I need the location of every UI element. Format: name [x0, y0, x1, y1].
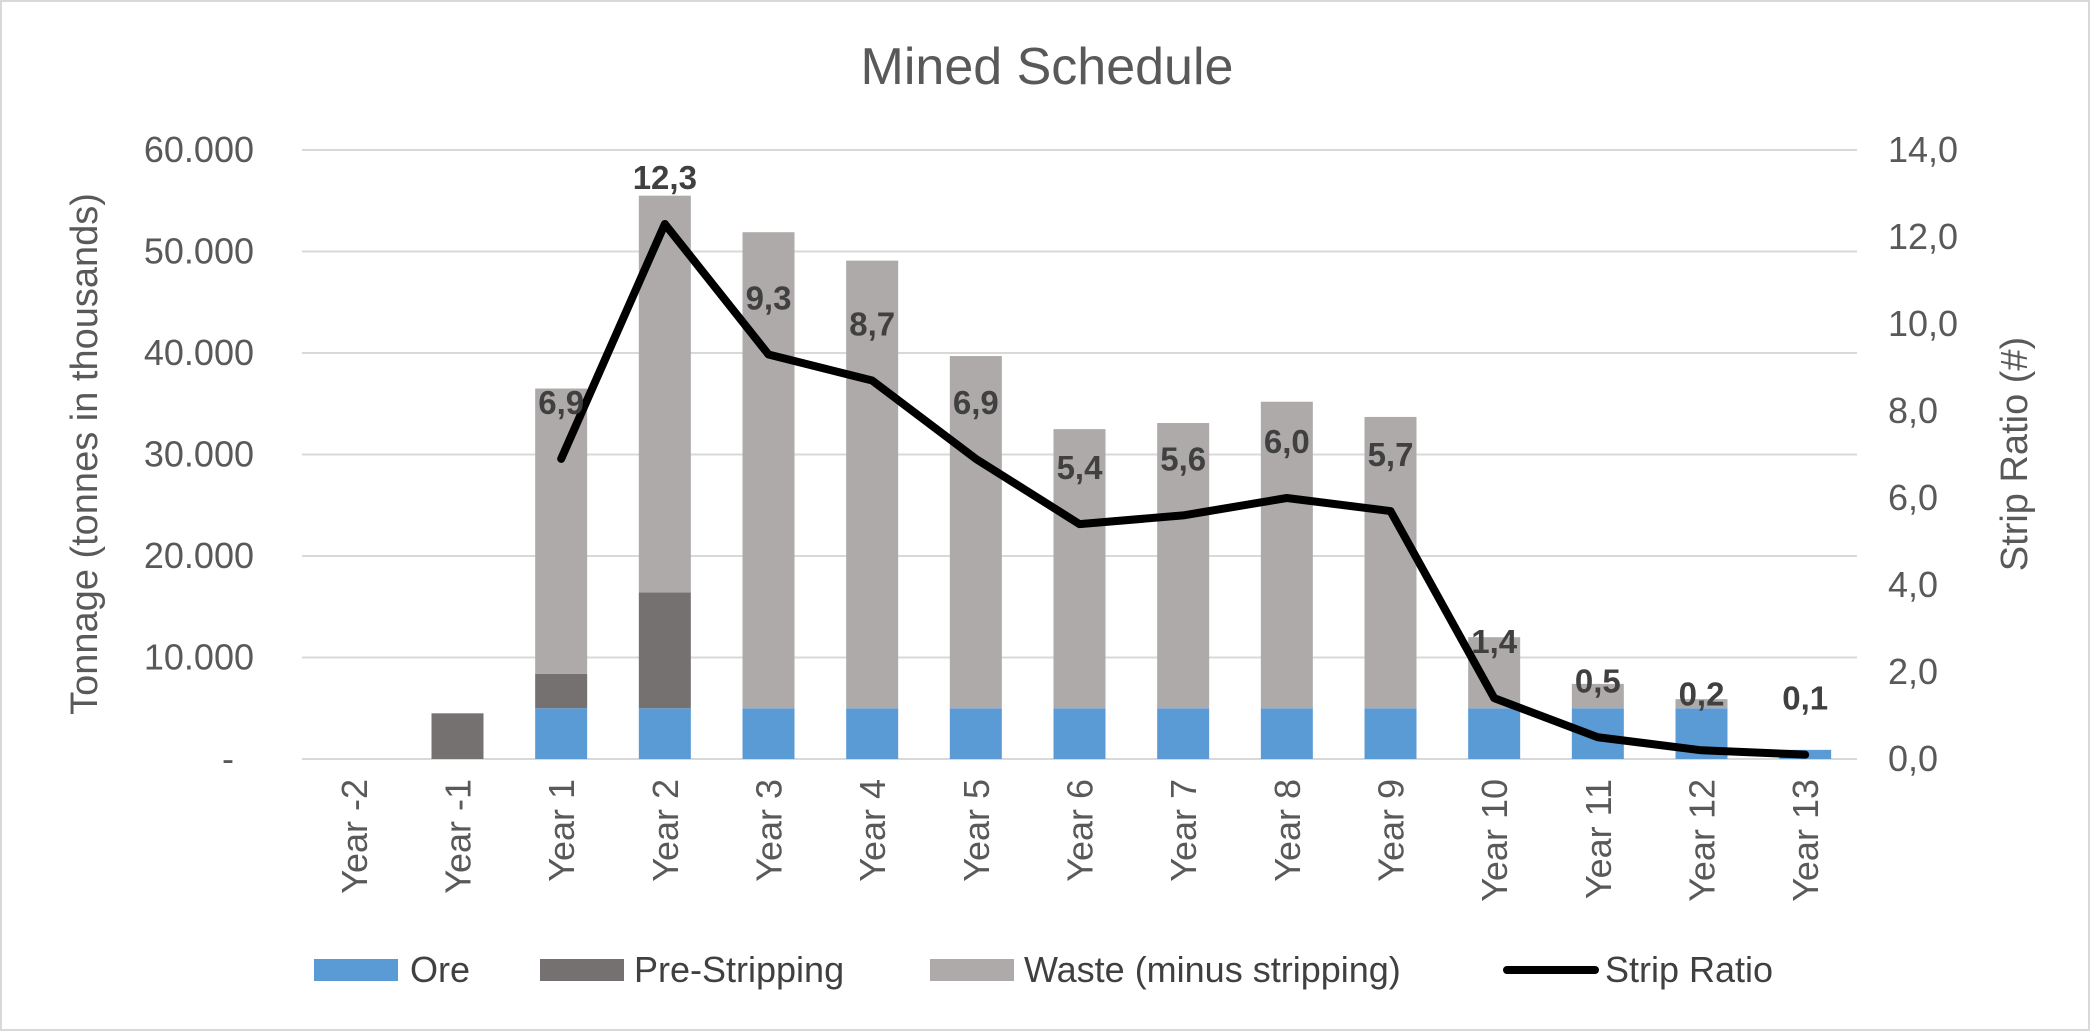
- bar-ore: [1053, 708, 1106, 759]
- x-tick-label: Year 7: [1163, 779, 1204, 882]
- x-tick-label: Year 5: [956, 779, 997, 882]
- bar-waste-minus-stripping: [1675, 699, 1728, 709]
- y2-axis-title: Strip Ratio (#): [1994, 337, 2036, 571]
- bar-waste-minus-stripping: [638, 195, 691, 593]
- bar-waste-minus-stripping: [1157, 423, 1210, 709]
- y2-tick-label: 4,0: [1888, 564, 1938, 605]
- y2-tick-label: 10,0: [1888, 303, 1958, 344]
- x-tick-label: Year 9: [1371, 779, 1412, 882]
- bar-pre-stripping: [638, 592, 691, 709]
- bar-waste-minus-stripping: [1053, 429, 1106, 709]
- bar-ore: [1364, 708, 1417, 759]
- strip-ratio-label: 9,3: [746, 279, 792, 316]
- y-tick-label: 20.000: [144, 535, 254, 576]
- strip-ratio-label: 12,3: [633, 159, 697, 196]
- y-tick-label: 60.000: [144, 129, 254, 170]
- bar-ore: [1260, 708, 1313, 759]
- strip-ratio-label: 0,2: [1679, 675, 1725, 712]
- bar-pre-stripping: [535, 673, 588, 709]
- y-tick-label: -: [222, 738, 234, 779]
- y2-tick-label: 2,0: [1888, 651, 1938, 692]
- bar-ore: [1468, 708, 1521, 759]
- legend-swatch-pre-stripping: [540, 959, 624, 981]
- x-tick-label: Year -1: [438, 779, 479, 894]
- bar-waste-minus-stripping: [949, 356, 1002, 709]
- y2-tick-label: 6,0: [1888, 477, 1938, 518]
- bar-waste-minus-stripping: [535, 388, 588, 674]
- y2-tick-label: 12,0: [1888, 216, 1958, 257]
- strip-ratio-label: 5,7: [1368, 436, 1414, 473]
- x-tick-label: Year 2: [645, 779, 686, 882]
- bar-ore: [742, 708, 795, 759]
- strip-ratio-label: 1,4: [1471, 623, 1518, 660]
- x-tick-label: Year 10: [1474, 779, 1515, 902]
- strip-ratio-label: 8,7: [849, 306, 895, 343]
- legend-label-strip-ratio: Strip Ratio: [1605, 949, 1773, 990]
- legend-label-waste-minus-stripping: Waste (minus stripping): [1024, 949, 1401, 990]
- y-tick-label: 10.000: [144, 637, 254, 678]
- legend: Ore Pre-Stripping Waste (minus stripping) S…: [314, 949, 1773, 990]
- legend-swatch-waste-minus-stripping: [930, 959, 1014, 981]
- x-tick-label: Year 13: [1785, 779, 1826, 902]
- y2-tick-label: 0,0: [1888, 738, 1938, 779]
- x-tick-label: Year 12: [1682, 779, 1723, 902]
- y-axis-title: Tonnage (tonnes in thousands): [64, 193, 106, 715]
- x-tick-label: Year 4: [852, 779, 893, 882]
- bar-ore: [949, 708, 1002, 759]
- bar-ore: [535, 708, 588, 759]
- strip-ratio-label: 5,4: [1057, 449, 1104, 486]
- bar-ore: [1157, 708, 1210, 759]
- y-tick-label: 50.000: [144, 231, 254, 272]
- x-tick-label: Year 1: [541, 779, 582, 882]
- y2-tick-label: 14,0: [1888, 129, 1958, 170]
- x-tick-label: Year 8: [1267, 779, 1308, 882]
- bar-series: [431, 195, 1832, 759]
- strip-ratio-polyline: [557, 219, 1810, 759]
- strip-ratio-label: 6,9: [953, 384, 999, 421]
- x-tick-label: Year 6: [1060, 779, 1101, 882]
- strip-ratio-label: 6,0: [1264, 423, 1310, 460]
- y-tick-label: 40.000: [144, 332, 254, 373]
- bar-waste-minus-stripping: [742, 232, 795, 709]
- bar-ore: [638, 708, 691, 759]
- bar-pre-stripping: [431, 713, 484, 759]
- legend-swatch-ore: [314, 959, 398, 981]
- y-tick-label: 30.000: [144, 434, 254, 475]
- axis-ticks: - 10.000 20.000 30.000 40.000 50.000 60.000 0,0…: [144, 129, 1958, 902]
- x-tick-label: Year 3: [749, 779, 790, 882]
- bar-waste-minus-stripping: [1364, 416, 1417, 709]
- strip-ratio-label: 5,6: [1160, 440, 1206, 477]
- bar-ore: [846, 708, 899, 759]
- strip-ratio-label: 6,9: [538, 384, 584, 421]
- strip-ratio-label: 0,5: [1575, 662, 1621, 699]
- x-tick-label: Year 11: [1578, 779, 1619, 899]
- strip-ratio-line: [557, 219, 1810, 759]
- strip-ratio-label: 0,1: [1782, 680, 1828, 717]
- x-tick-label: Year -2: [334, 779, 375, 894]
- bar-waste-minus-stripping: [846, 260, 899, 709]
- bar-waste-minus-stripping: [1571, 683, 1624, 709]
- bar-waste-minus-stripping: [1260, 401, 1313, 709]
- data-labels: 6,9 12,3 9,3 8,7 6,9 5,4 5,6 6,0 5,7 1,4 0,5 0,2 0,1: [538, 159, 1828, 717]
- y2-tick-label: 8,0: [1888, 390, 1938, 431]
- legend-label-ore: Ore: [410, 949, 470, 990]
- legend-label-pre-stripping: Pre-Stripping: [634, 949, 844, 990]
- chart-title: Mined Schedule: [861, 38, 1234, 96]
